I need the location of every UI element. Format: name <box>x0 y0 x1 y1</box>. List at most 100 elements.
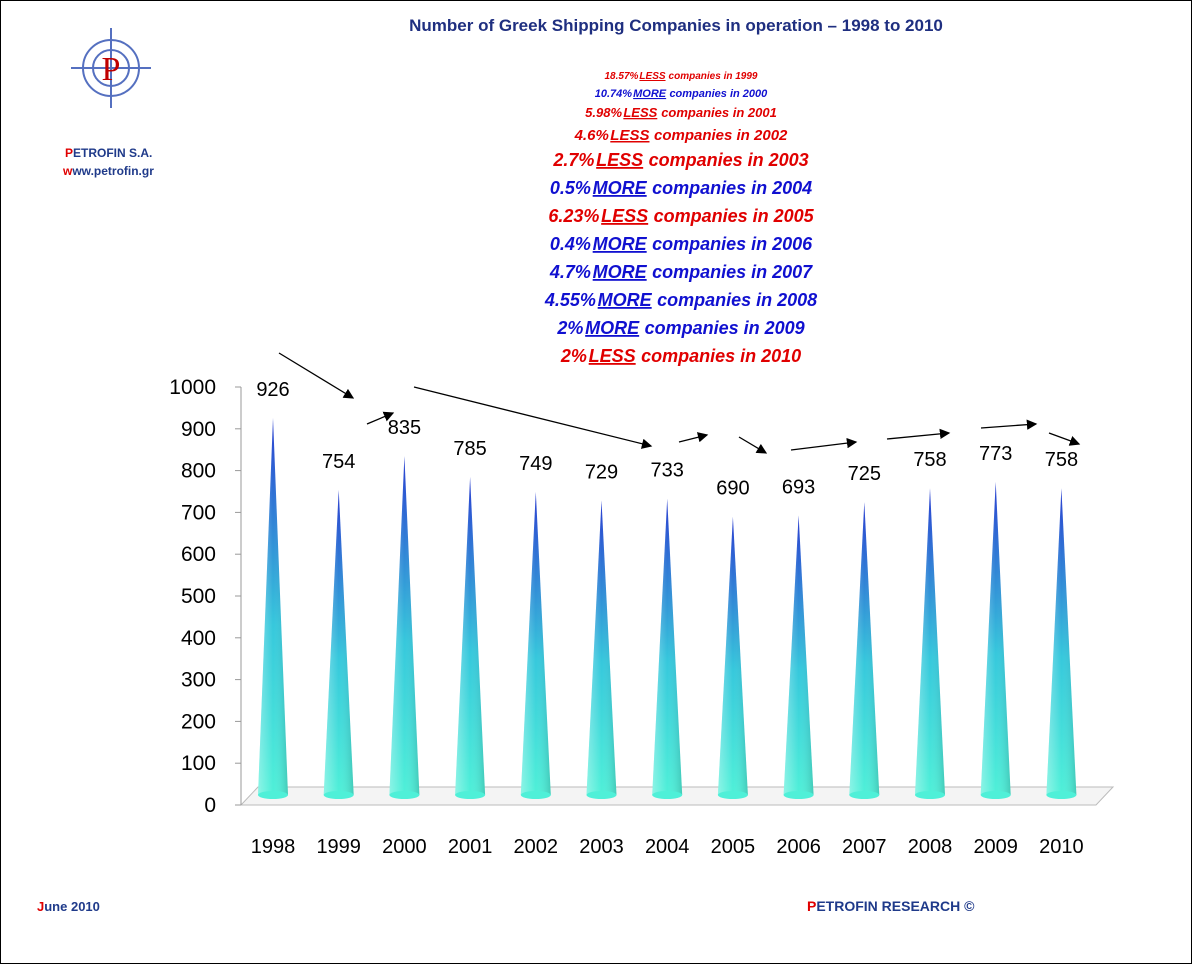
annotation: 0.5%MORE companies in 2004 <box>550 178 812 198</box>
x-tick-label: 1998 <box>251 836 296 858</box>
value-label: 758 <box>913 449 946 471</box>
annotation-lead: 0.5% <box>550 178 591 198</box>
cone-base <box>586 791 617 799</box>
footer-date: June 2010 <box>37 899 100 914</box>
value-label: 733 <box>651 460 684 482</box>
value-label: 754 <box>322 451 355 473</box>
cone-base <box>520 791 551 799</box>
cone-base <box>980 791 1011 799</box>
y-tick-label: 300 <box>181 669 216 692</box>
annotation: 0.4%MORE companies in 2006 <box>550 234 813 254</box>
value-label: 725 <box>848 463 881 485</box>
x-tick-label: 2009 <box>973 836 1018 858</box>
cone-base <box>849 791 880 799</box>
y-tick-label: 800 <box>181 460 216 483</box>
cone-shade <box>455 476 486 795</box>
y-tick-label: 400 <box>181 627 216 650</box>
annotation-rest: companies in 2000 <box>669 88 768 100</box>
cone-base <box>455 791 486 799</box>
annotation-word: MORE <box>593 262 648 282</box>
footer-credit: PETROFIN RESEARCH © <box>807 898 975 914</box>
cone <box>455 476 486 799</box>
annotation-word: LESS <box>601 206 648 226</box>
annotation-rest: companies in 2009 <box>645 318 805 338</box>
y-tick-label: 1000 <box>169 376 216 399</box>
annotation: 2%LESS companies in 2010 <box>560 346 801 366</box>
annotation-word: LESS <box>623 105 657 120</box>
y-tick-label: 200 <box>181 710 216 733</box>
value-label: 749 <box>519 453 552 475</box>
cone-shade <box>258 417 288 795</box>
cone-shade <box>849 501 880 795</box>
annotation-lead: 4.6% <box>574 127 609 144</box>
y-tick-label: 0 <box>204 794 216 817</box>
annotation-word: MORE <box>593 178 648 198</box>
annotation: 4.7%MORE companies in 2007 <box>549 262 813 282</box>
logo-company: PETROFIN S.A. <box>65 146 153 160</box>
x-tick-label: 2002 <box>514 836 559 858</box>
cone <box>652 498 683 799</box>
annotation-rest: companies in 2004 <box>652 178 812 198</box>
value-label: 926 <box>256 379 289 401</box>
annotation-word: MORE <box>633 88 667 100</box>
annotation-lead: 0.4% <box>550 234 591 254</box>
x-tick-label: 2008 <box>908 836 953 858</box>
annotation-rest: companies in 1999 <box>669 71 758 82</box>
annotation-rest: companies in 2008 <box>657 290 817 310</box>
annotation-word: MORE <box>585 318 640 338</box>
annotation-lead: 5.98% <box>585 105 622 120</box>
y-tick-label: 700 <box>181 501 216 524</box>
x-tick-label: 2001 <box>448 836 493 858</box>
cone <box>323 489 354 799</box>
annotation: 6.23%LESS companies in 2005 <box>548 206 814 226</box>
arrows <box>278 352 1081 454</box>
annotation: 4.6% LESS companies in 2002 <box>574 127 788 144</box>
y-tick-label: 100 <box>181 752 216 775</box>
logo-website: www.petrofin.gr <box>63 164 154 178</box>
annotation-lead: 2% <box>560 346 587 366</box>
cone <box>915 488 945 799</box>
annotation-word: MORE <box>593 234 648 254</box>
x-tick-label: 2010 <box>1039 836 1084 858</box>
value-label: 758 <box>1045 449 1078 471</box>
x-tick-label: 2004 <box>645 836 690 858</box>
svg-text:P: P <box>102 51 121 88</box>
cone-shade <box>1046 488 1077 795</box>
x-tick-label: 2003 <box>579 836 624 858</box>
x-tick-label: 2007 <box>842 836 887 858</box>
annotation-word: LESS <box>596 150 643 170</box>
annotation-lead: 2.7% <box>552 150 594 170</box>
x-tick-label: 2006 <box>776 836 821 858</box>
cone <box>1046 488 1077 799</box>
annotation-word: MORE <box>598 290 653 310</box>
cone-shade <box>323 489 354 795</box>
annotation-lead: 10.74% <box>595 88 633 100</box>
cone-shade <box>389 455 420 795</box>
value-label: 835 <box>388 417 421 439</box>
annotation-rest: companies in 2007 <box>652 262 813 282</box>
annotation-rest: companies in 2002 <box>654 127 788 144</box>
annotation-word: LESS <box>589 346 636 366</box>
cone-shade <box>652 498 683 795</box>
annotation-lead: 6.23% <box>548 206 599 226</box>
cone-base <box>915 791 945 799</box>
annotation-lead: 4.55% <box>544 290 596 310</box>
annotation-rest: companies in 2010 <box>641 346 801 366</box>
cone <box>717 516 748 799</box>
annotation-word: LESS <box>610 127 649 144</box>
cone-shade <box>980 481 1011 795</box>
x-tick-label: 2000 <box>382 836 427 858</box>
chart-title: Number of Greek Shipping Companies in op… <box>409 16 943 35</box>
cone <box>849 501 880 799</box>
cone-base <box>1046 791 1077 799</box>
annotation-word: LESS <box>639 71 665 82</box>
y-tick-label: 900 <box>181 418 216 441</box>
cone-base <box>323 791 354 799</box>
value-label: 773 <box>979 443 1012 465</box>
annotation-rest: companies in 2006 <box>652 234 813 254</box>
annotation-rest: companies in 2001 <box>661 105 777 120</box>
value-label: 693 <box>782 476 815 498</box>
annotation-rest: companies in 2005 <box>654 206 815 226</box>
